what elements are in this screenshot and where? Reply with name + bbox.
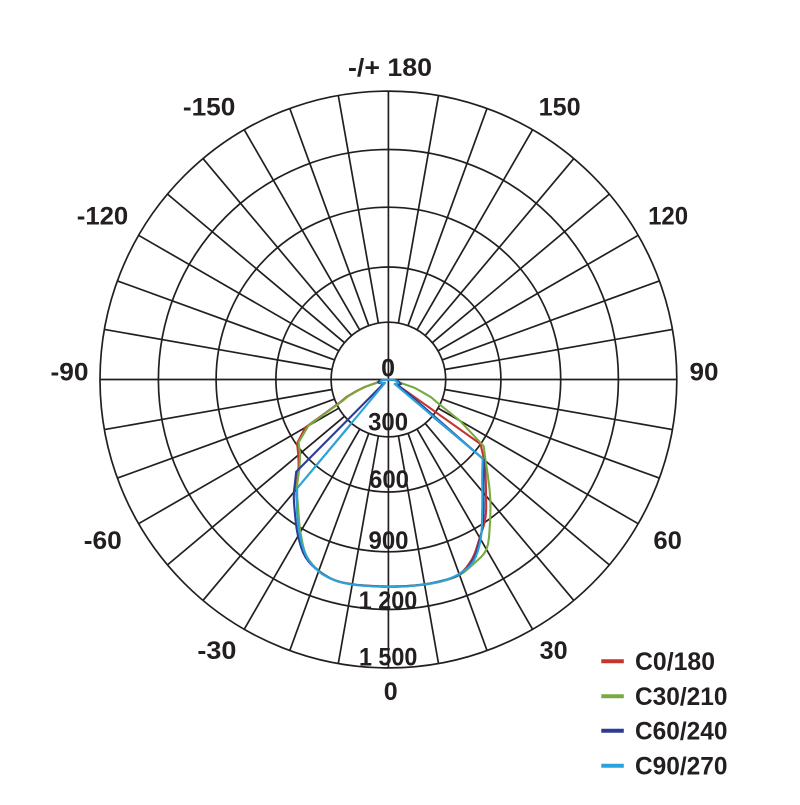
svg-text:1 500: 1 500 bbox=[359, 644, 418, 672]
svg-text:600: 600 bbox=[369, 466, 409, 494]
svg-text:C60/240: C60/240 bbox=[635, 717, 728, 745]
svg-text:30: 30 bbox=[540, 637, 568, 665]
svg-text:C90/270: C90/270 bbox=[635, 752, 728, 780]
svg-text:C0/180: C0/180 bbox=[635, 648, 715, 676]
svg-text:300: 300 bbox=[368, 409, 408, 437]
svg-text:-90: -90 bbox=[51, 358, 89, 386]
svg-text:0: 0 bbox=[384, 678, 398, 706]
svg-text:-30: -30 bbox=[197, 637, 236, 665]
svg-text:C30/210: C30/210 bbox=[635, 683, 728, 711]
svg-text:-/+ 180: -/+ 180 bbox=[348, 54, 432, 82]
svg-text:120: 120 bbox=[648, 202, 688, 230]
svg-text:150: 150 bbox=[539, 93, 581, 121]
svg-text:0: 0 bbox=[381, 354, 395, 382]
svg-text:-120: -120 bbox=[77, 202, 129, 230]
svg-text:-60: -60 bbox=[84, 527, 122, 555]
svg-text:1 200: 1 200 bbox=[359, 587, 418, 615]
svg-text:90: 90 bbox=[690, 358, 719, 386]
svg-text:900: 900 bbox=[369, 527, 409, 555]
svg-text:-150: -150 bbox=[183, 93, 236, 121]
svg-text:60: 60 bbox=[653, 527, 682, 555]
